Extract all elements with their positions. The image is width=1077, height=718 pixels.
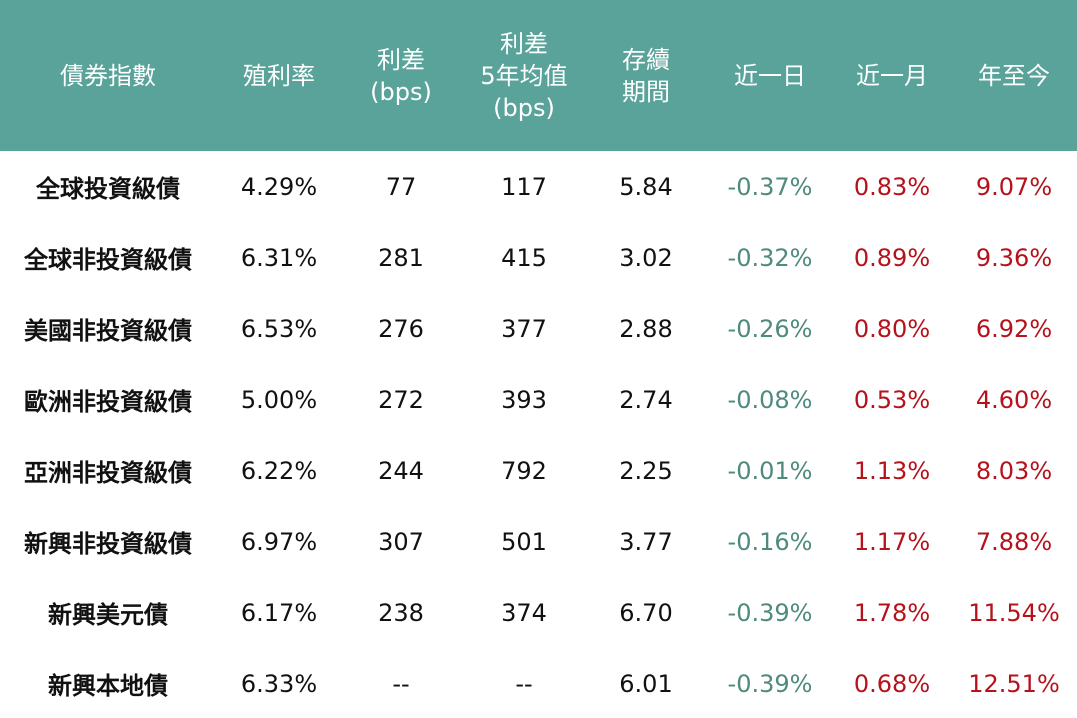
header-1-month: 近一月 bbox=[856, 61, 928, 90]
cell-yield: 5.00% bbox=[240, 385, 318, 414]
cell-1-month: 1.13% bbox=[853, 456, 931, 485]
cell-spread-5y-avg: 377 bbox=[501, 314, 547, 343]
cell-spread: 276 bbox=[378, 314, 424, 343]
cell-yield: 6.33% bbox=[240, 669, 318, 698]
cell-1-day: -0.37% bbox=[727, 172, 813, 201]
cell-ytd: 6.92% bbox=[975, 314, 1053, 343]
cell-spread: 272 bbox=[378, 385, 424, 414]
table-row: 美國非投資級債 6.53% 276 377 2.88 -0.26% 0.80% 6.92% bbox=[0, 293, 1077, 364]
cell-spread: 77 bbox=[385, 172, 417, 201]
header-ytd: 年至今 bbox=[978, 61, 1050, 90]
cell-spread-5y-avg: 501 bbox=[501, 527, 547, 556]
cell-spread: 244 bbox=[378, 456, 424, 485]
cell-yield: 6.22% bbox=[240, 456, 318, 485]
cell-yield: 6.53% bbox=[240, 314, 318, 343]
cell-ytd: 8.03% bbox=[975, 456, 1053, 485]
cell-ytd: 11.54% bbox=[968, 598, 1060, 627]
cell-bond-name: 亞洲非投資級債 bbox=[24, 459, 192, 487]
header-bond-index: 債券指數 bbox=[60, 61, 156, 90]
cell-spread-5y-avg: 792 bbox=[501, 456, 547, 485]
cell-bond-name: 新興非投資級債 bbox=[24, 530, 192, 558]
cell-1-month: 0.53% bbox=[853, 385, 931, 414]
cell-1-day: -0.32% bbox=[727, 243, 813, 272]
cell-ytd: 9.36% bbox=[975, 243, 1053, 272]
cell-duration: 3.77 bbox=[619, 527, 673, 556]
cell-1-day: -0.01% bbox=[727, 456, 813, 485]
cell-bond-name: 歐洲非投資級債 bbox=[24, 388, 192, 416]
table-row: 新興美元債 6.17% 238 374 6.70 -0.39% 1.78% 11.54% bbox=[0, 577, 1077, 648]
cell-ytd: 12.51% bbox=[968, 669, 1060, 698]
header-spread: 利差 (bps) bbox=[370, 45, 432, 106]
cell-yield: 6.97% bbox=[240, 527, 318, 556]
cell-duration: 6.70 bbox=[619, 598, 673, 627]
cell-spread-5y-avg: 374 bbox=[501, 598, 547, 627]
cell-spread-5y-avg: 393 bbox=[501, 385, 547, 414]
cell-bond-name: 新興美元債 bbox=[48, 601, 168, 629]
cell-spread-5y-avg: 415 bbox=[501, 243, 547, 272]
cell-1-day: -0.39% bbox=[727, 669, 813, 698]
cell-duration: 3.02 bbox=[619, 243, 673, 272]
cell-1-day: -0.39% bbox=[727, 598, 813, 627]
header-1-day: 近一日 bbox=[734, 61, 806, 90]
cell-1-month: 0.80% bbox=[853, 314, 931, 343]
header-spread-5y-avg: 利差 5年均值 (bps) bbox=[480, 29, 568, 122]
cell-1-day: -0.16% bbox=[727, 527, 813, 556]
table-row: 亞洲非投資級債 6.22% 244 792 2.25 -0.01% 1.13% 8.03% bbox=[0, 435, 1077, 506]
cell-bond-name: 美國非投資級債 bbox=[24, 317, 192, 345]
cell-ytd: 4.60% bbox=[975, 385, 1053, 414]
cell-spread: 307 bbox=[378, 527, 424, 556]
table-header: 債券指數 殖利率 利差 (bps) 利差 5年均值 (bps) 存續 期間 近一… bbox=[0, 0, 1077, 151]
cell-yield: 6.31% bbox=[240, 243, 318, 272]
cell-spread-5y-avg: -- bbox=[515, 669, 533, 698]
cell-1-month: 0.89% bbox=[853, 243, 931, 272]
table-row: 歐洲非投資級債 5.00% 272 393 2.74 -0.08% 0.53% 4.60% bbox=[0, 364, 1077, 435]
cell-1-month: 1.17% bbox=[853, 527, 931, 556]
cell-ytd: 7.88% bbox=[975, 527, 1053, 556]
cell-1-day: -0.26% bbox=[727, 314, 813, 343]
cell-duration: 5.84 bbox=[619, 172, 673, 201]
cell-1-day: -0.08% bbox=[727, 385, 813, 414]
cell-duration: 2.25 bbox=[619, 456, 673, 485]
cell-yield: 4.29% bbox=[240, 172, 318, 201]
cell-bond-name: 全球非投資級債 bbox=[24, 246, 192, 274]
table-row: 全球投資級債 4.29% 77 117 5.84 -0.37% 0.83% 9.07% bbox=[0, 151, 1077, 222]
cell-1-month: 0.83% bbox=[853, 172, 931, 201]
cell-duration: 2.88 bbox=[619, 314, 673, 343]
cell-spread: -- bbox=[392, 669, 410, 698]
table-row: 全球非投資級債 6.31% 281 415 3.02 -0.32% 0.89% 9.36% bbox=[0, 222, 1077, 293]
cell-duration: 6.01 bbox=[619, 669, 673, 698]
cell-spread: 281 bbox=[378, 243, 424, 272]
cell-ytd: 9.07% bbox=[975, 172, 1053, 201]
cell-duration: 2.74 bbox=[619, 385, 673, 414]
cell-1-month: 0.68% bbox=[853, 669, 931, 698]
cell-1-month: 1.78% bbox=[853, 598, 931, 627]
table-row: 新興非投資級債 6.97% 307 501 3.77 -0.16% 1.17% 7.88% bbox=[0, 506, 1077, 577]
cell-bond-name: 新興本地債 bbox=[48, 672, 168, 700]
table-row: 新興本地債 6.33% -- -- 6.01 -0.39% 0.68% 12.51% bbox=[0, 648, 1077, 718]
header-yield: 殖利率 bbox=[243, 61, 315, 90]
cell-spread: 238 bbox=[378, 598, 424, 627]
cell-spread-5y-avg: 117 bbox=[501, 172, 547, 201]
cell-bond-name: 全球投資級債 bbox=[36, 175, 180, 203]
cell-yield: 6.17% bbox=[240, 598, 318, 627]
header-duration: 存續 期間 bbox=[622, 45, 670, 106]
